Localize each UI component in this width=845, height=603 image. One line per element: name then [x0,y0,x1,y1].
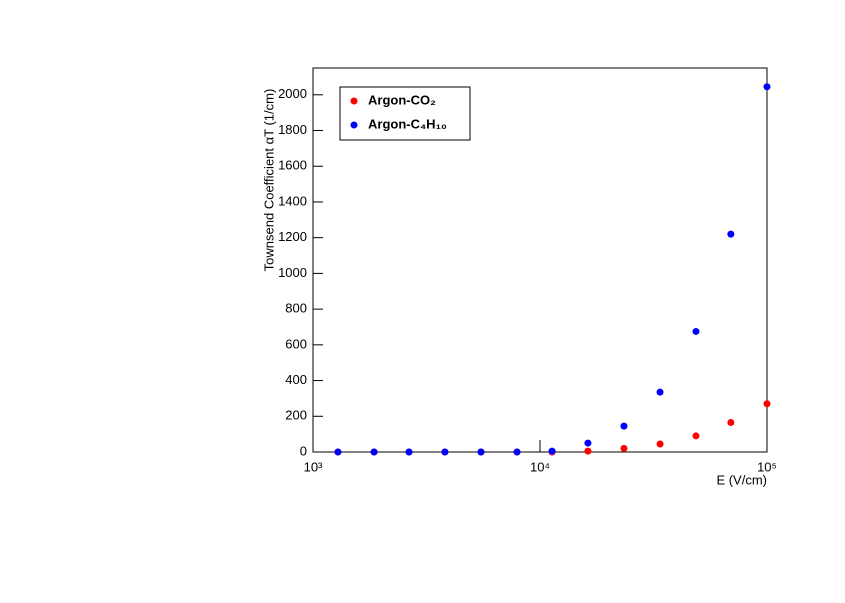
data-point [405,448,413,456]
y-tick-label: 200 [285,408,307,423]
y-tick-label: 1200 [278,229,307,244]
y-tick-label: 1600 [278,158,307,173]
legend-marker [350,121,358,129]
legend-label: Argon-C₄H₁₀ [368,116,447,131]
y-tick-label: 1800 [278,122,307,137]
y-tick-label: 400 [285,372,307,387]
x-axis-title: E (V/cm) [716,472,767,487]
data-point [334,448,342,456]
y-tick-label: 800 [285,301,307,316]
legend-marker [350,97,358,105]
data-point [763,400,771,408]
data-point [477,448,485,456]
data-point [656,388,664,396]
data-point [656,440,664,448]
data-point [727,230,735,238]
legend-label: Argon-CO₂ [368,92,436,107]
data-point [620,444,628,452]
data-point [692,432,700,440]
x-tick-label: 10⁵ [757,459,777,474]
y-tick-label: 1400 [278,193,307,208]
data-point [584,439,592,447]
y-tick-label: 2000 [278,86,307,101]
data-point [692,327,700,335]
data-point [513,448,521,456]
y-axis-title: Townsend Coefficient αT (1/cm) [261,89,276,272]
data-point [548,447,556,455]
data-point [370,448,378,456]
y-tick-label: 600 [285,336,307,351]
data-point [584,447,592,455]
data-point [441,448,449,456]
y-tick-label: 0 [300,443,307,458]
data-point [727,419,735,427]
legend-box [339,86,471,141]
data-point [763,83,771,91]
x-tick-label: 10⁴ [530,459,550,474]
x-tick-label: 10³ [304,459,323,474]
data-point [620,422,628,430]
y-tick-label: 1000 [278,265,307,280]
